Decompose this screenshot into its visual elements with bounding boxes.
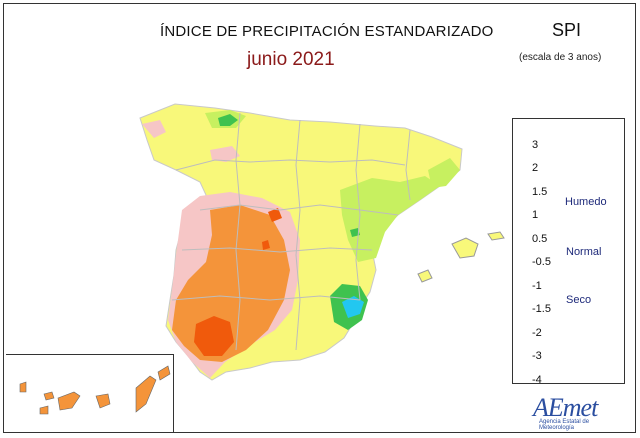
legend-tick-label: 2 [532, 162, 539, 174]
logo-subtitle: Agencia Estatal de Meteorología [539, 419, 590, 431]
map-date: junio 2021 [247, 49, 335, 70]
legend-tick-label: 0.5 [532, 232, 548, 245]
small-green-spot [218, 114, 238, 126]
legend-tick-label: -4 [532, 373, 542, 386]
legend-dry-label: Seco [566, 294, 592, 306]
aemet-logo: AEmet Agencia Estatal de Meteorología [533, 393, 623, 431]
mallorca-island [451, 237, 479, 259]
map-frame [3, 3, 636, 433]
gran-canaria-island [95, 393, 111, 409]
legend-tick-label: -2 [532, 326, 542, 339]
legend-humid-label: Humedo [565, 196, 607, 208]
map-title: ÍNDICE DE PRECIPITACIÓN ESTANDARIZADO [160, 23, 494, 40]
province-borders [171, 112, 411, 351]
ibiza-island [417, 269, 433, 283]
legend-tick-label: -0.5 [532, 256, 551, 268]
el-hierro-island [39, 405, 49, 415]
legend-tick-label: -1.5 [532, 303, 551, 315]
legend-tick-label: -3 [532, 350, 542, 362]
canary-inset-frame [6, 354, 174, 432]
southeast-cyan-core [342, 296, 364, 318]
northeast-light-green-region [340, 176, 440, 262]
legend-tick-label: -1 [532, 279, 542, 292]
northeast-corner-light-green-region [428, 158, 460, 188]
canary-islands [19, 365, 171, 415]
north-pink-patch [210, 146, 240, 162]
menorca-island [487, 231, 505, 241]
northwest-pink-patch [142, 120, 166, 138]
north-dark-orange-spot [268, 208, 282, 222]
east-small-green-spot [350, 228, 360, 237]
legend-normal-label: Normal [566, 246, 602, 258]
la-gomera-island [43, 391, 55, 401]
fuerteventura-island [135, 375, 157, 413]
lanzarote-island [157, 365, 171, 381]
index-name: SPI [552, 20, 582, 40]
legend-box [512, 118, 625, 384]
index-scale: (escala de 3 anos) [519, 52, 602, 63]
legend-tick-label: 1 [532, 209, 539, 221]
tenerife-island [57, 391, 81, 411]
logo-text: AEmet [533, 393, 598, 422]
legend-tick-label: 3 [532, 138, 539, 151]
southwest-dark-orange-core [194, 316, 234, 356]
legend-tick-label: 1.5 [532, 185, 548, 198]
central-dark-orange-spot [262, 240, 270, 250]
la-palma-island [19, 381, 27, 393]
